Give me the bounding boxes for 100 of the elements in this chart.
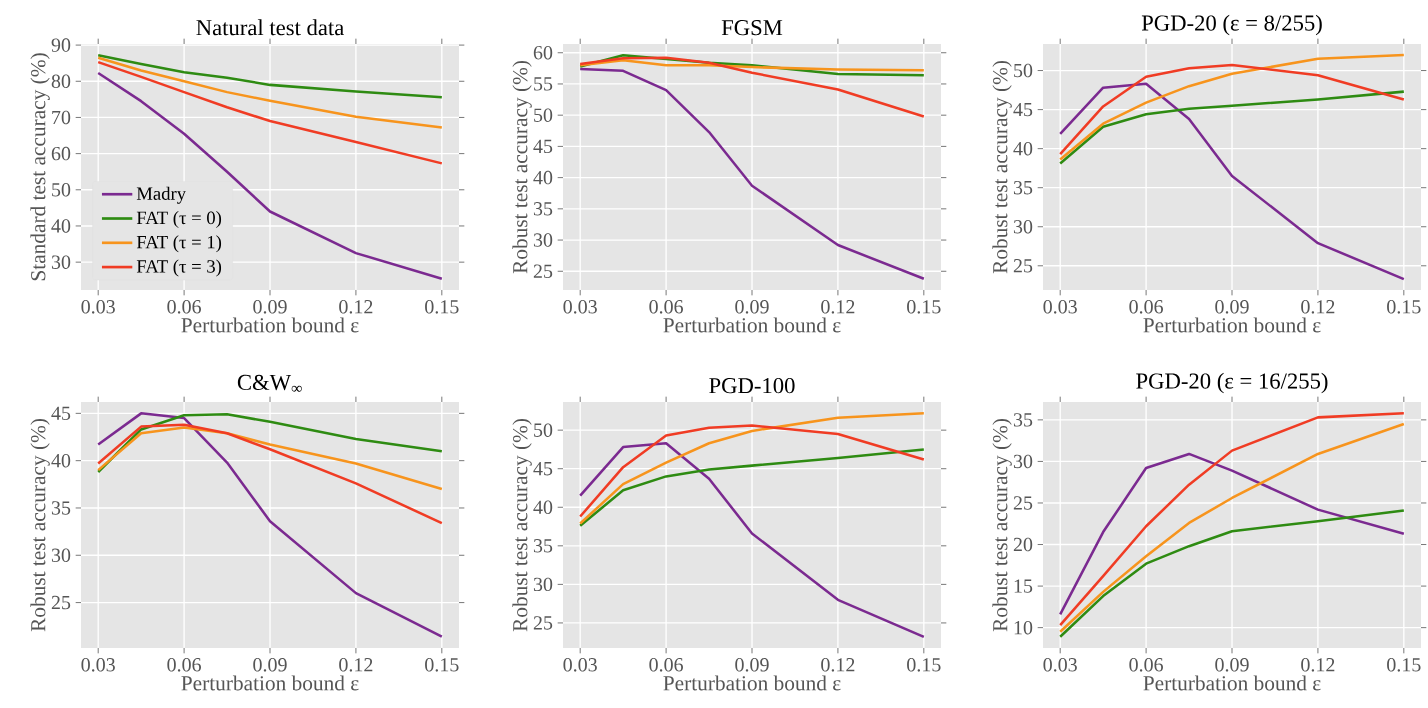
y-tick-label: 80 — [51, 74, 71, 88]
x-tick-label: 0.06 — [1129, 658, 1164, 672]
y-tick-label: 40 — [533, 500, 553, 514]
x-tick-label: 0.12 — [339, 300, 373, 314]
line-series — [578, 56, 926, 118]
y-tick-label: 45 — [533, 139, 553, 154]
y-tick-label: 40 — [533, 170, 553, 185]
y-tick-label: 35 — [533, 202, 553, 216]
x-tick-label: 0.12 — [339, 658, 373, 672]
y-tick-label: 35 — [1013, 180, 1033, 195]
y-axis-title: Robust test accuracy (%) — [30, 418, 50, 632]
y-tick-label: 45 — [51, 406, 71, 421]
x-tick-label: 0.06 — [167, 658, 201, 672]
y-tick-label: 50 — [534, 108, 553, 122]
legend-label: FAT (τ = 1) — [136, 235, 222, 253]
x-tick-label: 0.06 — [649, 300, 684, 314]
x-axis-title: Perturbation bound ε — [663, 675, 841, 691]
x-tick-label: 0.15 — [1387, 658, 1421, 672]
x-tick-label: 0.12 — [1301, 300, 1335, 314]
line-series — [578, 67, 926, 281]
y-tick-label: 40 — [51, 219, 71, 233]
y-tick-label: 10 — [1014, 620, 1033, 635]
y-tick-label: 90 — [51, 38, 71, 52]
y-tick-label: 45 — [1013, 102, 1033, 117]
x-tick-label: 0.12 — [821, 300, 855, 314]
x-axis-title: Perturbation bound ε — [1143, 317, 1321, 333]
x-tick-label: 0.03 — [563, 658, 597, 672]
chart-title: PGD-20 (ε = 8/255) — [1141, 14, 1322, 36]
y-axis-title: Robust test accuracy (%) — [512, 418, 532, 632]
line-series — [96, 426, 444, 491]
x-axis-title: Perturbation bound ε — [663, 317, 841, 333]
y-tick-label: 35 — [51, 501, 71, 515]
y-tick-label: 45 — [533, 462, 553, 476]
x-tick-label: 0.09 — [735, 658, 769, 672]
line-series — [96, 423, 444, 525]
x-tick-label: 0.03 — [1043, 300, 1077, 314]
x-tick-label: 0.09 — [253, 300, 287, 314]
line-series — [96, 71, 444, 281]
line-series — [1058, 90, 1406, 165]
y-axis-title: Robust test accuracy (%) — [992, 60, 1012, 274]
line-series — [578, 424, 926, 518]
line-series — [578, 411, 926, 525]
line-series — [96, 60, 444, 165]
y-tick-label: 50 — [534, 423, 553, 437]
y-tick-label: 25 — [533, 264, 553, 278]
x-tick-label: 0.03 — [563, 300, 597, 314]
y-tick-label: 15 — [1014, 579, 1033, 593]
line-series — [96, 53, 444, 99]
x-tick-label: 0.09 — [1215, 300, 1249, 314]
x-tick-label: 0.15 — [907, 658, 941, 672]
y-axis-title: Robust test accuracy (%) — [512, 60, 532, 274]
x-tick-label: 0.03 — [81, 658, 115, 672]
legend-label: Madry — [136, 186, 186, 204]
x-tick-label: 0.09 — [253, 658, 287, 672]
y-tick-label: 40 — [51, 453, 71, 468]
x-tick-label: 0.09 — [1215, 658, 1249, 672]
y-tick-label: 30 — [1013, 454, 1033, 469]
y-tick-label: 30 — [51, 548, 71, 563]
y-tick-label: 50 — [1014, 63, 1033, 78]
chart-title: Natural test data — [196, 19, 344, 36]
y-tick-label: 20 — [1013, 537, 1033, 552]
y-tick-label: 35 — [533, 539, 553, 553]
chart-title: FGSM — [721, 20, 783, 36]
y-tick-label: 60 — [533, 45, 553, 60]
y-tick-label: 30 — [533, 233, 553, 247]
line-series — [1058, 452, 1406, 616]
legend-label: FAT (τ = 0) — [136, 211, 222, 228]
y-tick-label: 30 — [51, 255, 71, 269]
x-tick-label: 0.06 — [167, 300, 201, 314]
x-tick-label: 0.12 — [821, 658, 855, 672]
x-axis-title: Perturbation bound ε — [181, 675, 359, 691]
y-tick-label: 25 — [533, 616, 553, 630]
line-series — [578, 58, 926, 72]
x-tick-label: 0.09 — [735, 300, 769, 314]
y-tick-label: 25 — [1013, 496, 1033, 510]
legend-label: FAT (τ = 3) — [136, 259, 222, 277]
y-tick-label: 35 — [1013, 413, 1033, 427]
y-tick-label: 30 — [1013, 219, 1033, 234]
line-series — [1058, 82, 1406, 281]
line-series — [1058, 509, 1406, 639]
x-tick-label: 0.06 — [649, 658, 684, 672]
line-series — [96, 56, 444, 129]
x-tick-label: 0.15 — [907, 300, 941, 314]
y-tick-label: 70 — [52, 110, 71, 125]
x-tick-label: 0.15 — [425, 658, 459, 672]
y-tick-label: 40 — [1013, 141, 1033, 156]
x-tick-label: 0.03 — [1043, 658, 1077, 672]
y-tick-label: 60 — [51, 146, 71, 161]
x-tick-label: 0.06 — [1129, 300, 1164, 314]
x-tick-label: 0.15 — [425, 300, 459, 314]
line-series — [96, 412, 444, 638]
y-tick-label: 30 — [533, 577, 553, 592]
x-tick-label: 0.12 — [1301, 658, 1335, 672]
line-series — [578, 441, 926, 639]
x-axis-title: Perturbation bound ε — [1143, 675, 1321, 691]
y-tick-label: 55 — [534, 77, 553, 91]
x-axis-title: Perturbation bound ε — [181, 317, 359, 333]
chart-title: C&W$_{∞}$ — [237, 374, 302, 392]
chart-title: PGD-100 — [709, 377, 795, 394]
x-tick-label: 0.15 — [1387, 300, 1421, 314]
